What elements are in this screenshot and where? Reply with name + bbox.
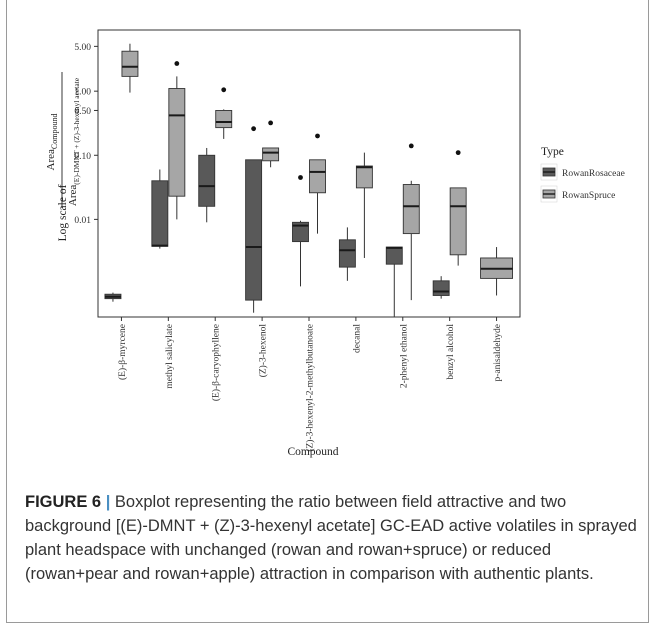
box-iqr bbox=[355, 165, 373, 189]
box-iqr bbox=[198, 154, 216, 207]
outlier-point bbox=[221, 87, 227, 93]
x-tick-label: (E)-β-caryophyllene bbox=[211, 324, 222, 401]
numerator-subscript: Compound bbox=[50, 114, 59, 150]
legend: Type RowanRosaceae RowanSpruce bbox=[540, 146, 625, 203]
plot-panel bbox=[97, 29, 521, 318]
figure-frame bbox=[6, 0, 649, 623]
box-rowanspruce bbox=[449, 150, 467, 266]
box-rowanrosaceae bbox=[292, 175, 309, 287]
x-tick-label: (Z)-3-hexenyl-2-methylbutanoate bbox=[305, 324, 316, 452]
box-rowanrosaceae bbox=[151, 169, 169, 249]
box-iqr bbox=[262, 147, 280, 162]
box-iqr bbox=[402, 184, 420, 235]
box-rowanrosaceae bbox=[338, 227, 356, 281]
legend-title: Type bbox=[541, 146, 564, 158]
y-axis: 5.00 1.00 0.50 0.10 0.01 bbox=[74, 43, 98, 226]
box-iqr bbox=[385, 246, 403, 265]
box-rowanrosaceae bbox=[432, 276, 450, 299]
y-axis-label-numerator: AreaCompound bbox=[45, 114, 59, 171]
caption-text: Boxplot representing the ratio between f… bbox=[25, 493, 637, 583]
box-iqr bbox=[432, 280, 450, 296]
box-rowanspruce bbox=[402, 143, 420, 301]
outlier-point bbox=[315, 133, 320, 139]
box-rowanspruce bbox=[121, 43, 139, 93]
box-iqr bbox=[151, 180, 169, 247]
y-tick-label: 0.10 bbox=[74, 152, 91, 162]
y-tick-label: 0.50 bbox=[74, 107, 91, 117]
box-iqr bbox=[245, 159, 263, 301]
legend-label: RowanSpruce bbox=[562, 191, 615, 201]
box-iqr bbox=[309, 159, 326, 194]
box-iqr bbox=[168, 88, 186, 197]
boxplot-chart: 5.00 1.00 0.50 0.10 0.01 (E)-β-myrcene methyl… bbox=[45, 29, 625, 458]
x-tick-label: p-anisaldehyde bbox=[493, 324, 503, 382]
outlier-point bbox=[268, 120, 274, 126]
denominator-subscript: (E)-DMNT + (Z)-3-hexenyl acetate bbox=[72, 77, 81, 184]
caption-separator: | bbox=[105, 493, 111, 511]
caption-label: FIGURE 6 bbox=[25, 493, 102, 511]
box-rowanspruce bbox=[215, 87, 233, 139]
box-rowanrosaceae bbox=[245, 126, 263, 313]
x-axis-label: Compound bbox=[287, 446, 338, 458]
x-tick-label: (E)-β-myrcene bbox=[117, 324, 128, 380]
outlier-point bbox=[455, 150, 461, 156]
plot-panel-border bbox=[97, 29, 521, 318]
box-rowanrosaceae bbox=[385, 246, 403, 317]
box-iqr bbox=[292, 221, 309, 243]
box-rowanspruce bbox=[262, 120, 280, 168]
box-iqr bbox=[121, 50, 139, 77]
x-tick-label: methyl salicylate bbox=[165, 324, 175, 389]
y-axis-label-denominator: Area(E)-DMNT + (Z)-3-hexenyl acetate bbox=[67, 77, 81, 206]
box-rowanspruce bbox=[309, 133, 326, 234]
outlier-point bbox=[298, 175, 303, 180]
x-tick-label: (Z)-3-hexenol bbox=[258, 324, 269, 378]
box-iqr bbox=[215, 110, 233, 129]
numerator-text: Area bbox=[45, 149, 57, 170]
denominator-text: Area bbox=[67, 185, 79, 206]
box-rowanspruce bbox=[168, 61, 186, 220]
legend-label: RowanRosaceae bbox=[562, 169, 625, 179]
boxes-layer bbox=[104, 43, 514, 317]
y-tick-label: 5.00 bbox=[74, 43, 91, 53]
box-iqr bbox=[338, 239, 356, 268]
x-axis: (E)-β-myrcene methyl salicylate (E)-β-cary… bbox=[117, 317, 503, 452]
y-tick-label: 1.00 bbox=[74, 88, 91, 98]
box-rowanspruce bbox=[355, 152, 373, 258]
box-rowanspruce bbox=[480, 247, 514, 296]
x-tick-label: decanal bbox=[352, 324, 362, 353]
x-tick-label: benzyl alcohol bbox=[446, 324, 456, 380]
y-axis-label: Log scale of AreaCompound Area(E)-DMNT +… bbox=[45, 72, 81, 241]
y-axis-label-prefix: Log scale of bbox=[57, 184, 69, 241]
outlier-point bbox=[408, 143, 414, 149]
y-tick-label: 0.01 bbox=[74, 216, 91, 226]
figure-caption: FIGURE 6 | Boxplot representing the rati… bbox=[25, 490, 637, 586]
box-iqr bbox=[449, 187, 467, 256]
x-tick-label: 2-phenyl ethanol bbox=[399, 324, 409, 388]
outlier-point bbox=[251, 126, 257, 132]
outlier-point bbox=[174, 61, 180, 66]
box-rowanrosaceae bbox=[198, 147, 216, 223]
box-rowanrosaceae bbox=[104, 292, 122, 302]
